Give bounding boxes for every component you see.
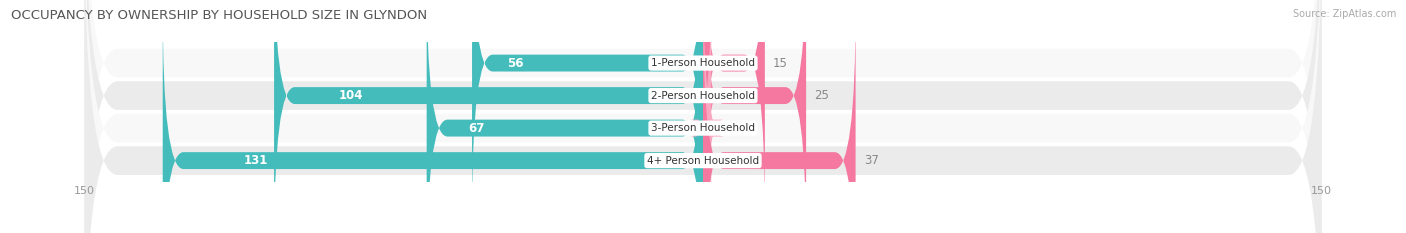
Text: 3-Person Household: 3-Person Household <box>651 123 755 133</box>
FancyBboxPatch shape <box>703 0 765 217</box>
Text: 131: 131 <box>243 154 269 167</box>
Text: 56: 56 <box>506 57 523 70</box>
FancyBboxPatch shape <box>163 7 703 233</box>
Text: 15: 15 <box>773 57 787 70</box>
FancyBboxPatch shape <box>84 0 1322 233</box>
Text: OCCUPANCY BY OWNERSHIP BY HOUSEHOLD SIZE IN GLYNDON: OCCUPANCY BY OWNERSHIP BY HOUSEHOLD SIZE… <box>11 9 427 22</box>
Text: 4+ Person Household: 4+ Person Household <box>647 156 759 166</box>
Text: 67: 67 <box>468 122 485 135</box>
Legend: Owner-occupied, Renter-occupied: Owner-occupied, Renter-occupied <box>588 230 818 233</box>
FancyBboxPatch shape <box>703 7 856 233</box>
FancyBboxPatch shape <box>703 0 806 233</box>
FancyBboxPatch shape <box>274 0 703 233</box>
Text: 2-Person Household: 2-Person Household <box>651 91 755 101</box>
FancyBboxPatch shape <box>426 0 703 233</box>
FancyBboxPatch shape <box>690 0 724 233</box>
Text: 37: 37 <box>863 154 879 167</box>
Text: 1-Person Household: 1-Person Household <box>651 58 755 68</box>
FancyBboxPatch shape <box>84 0 1322 233</box>
FancyBboxPatch shape <box>472 0 703 217</box>
FancyBboxPatch shape <box>84 0 1322 233</box>
Text: 2: 2 <box>720 122 727 135</box>
Text: 104: 104 <box>339 89 363 102</box>
Text: 25: 25 <box>814 89 830 102</box>
Text: Source: ZipAtlas.com: Source: ZipAtlas.com <box>1292 9 1396 19</box>
FancyBboxPatch shape <box>84 0 1322 233</box>
